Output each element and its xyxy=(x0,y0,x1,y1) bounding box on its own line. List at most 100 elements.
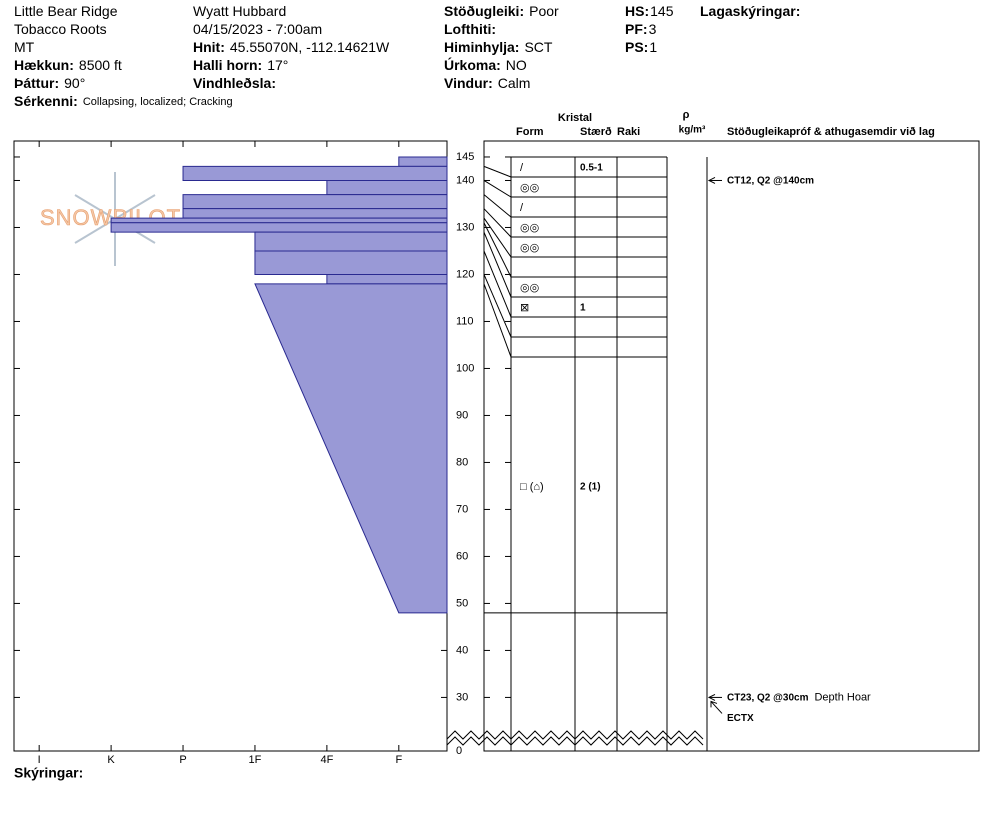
hardness-layer xyxy=(110,222,448,233)
grain-size: 0.5-1 xyxy=(580,163,603,174)
x-tick-label: P xyxy=(179,754,186,766)
grain-form: / xyxy=(520,202,524,214)
layer-connector xyxy=(483,217,512,258)
test-comment: Depth Hoar xyxy=(814,691,871,703)
grain-form: ◎◎ xyxy=(520,222,539,234)
hardness-layer xyxy=(398,156,448,167)
hardness-layer xyxy=(254,283,448,614)
header-field: Tobacco Roots xyxy=(14,21,107,37)
header-field: Little Bear Ridge xyxy=(14,3,118,19)
field-value: 17° xyxy=(267,57,288,73)
layer-connector xyxy=(483,274,512,338)
grain-form: / xyxy=(520,162,524,174)
hardness-layer xyxy=(182,194,448,210)
x-tick-label: 1F xyxy=(249,754,262,766)
field-label: PS: xyxy=(625,39,648,55)
y-tick-label: 80 xyxy=(456,456,468,468)
header-field: HS:145 xyxy=(625,3,674,19)
field-value: Wyatt Hubbard xyxy=(193,3,286,19)
field-label: Vindur: xyxy=(444,75,493,91)
y-tick-label: 100 xyxy=(456,362,474,374)
header-field: 04/15/2023 - 7:00am xyxy=(193,21,322,37)
column-header: Kristal xyxy=(558,112,592,124)
field-value: Collapsing, localized; Cracking xyxy=(83,96,233,108)
field-value: 1 xyxy=(649,39,657,55)
y-tick-label: 40 xyxy=(456,644,468,656)
hardness-layer xyxy=(110,217,448,224)
y-tick-label: 145 xyxy=(456,151,474,163)
x-tick-label: K xyxy=(107,754,115,766)
header-field: MT xyxy=(14,39,35,55)
y-tick-label: 60 xyxy=(456,550,468,562)
y-tick-label: 110 xyxy=(456,315,474,327)
y-tick-label: 70 xyxy=(456,503,468,515)
hardness-layer xyxy=(326,273,448,285)
hardness-layer xyxy=(182,208,448,219)
layer-connector xyxy=(483,208,512,238)
column-header: Form xyxy=(516,126,544,138)
header-field: PS:1 xyxy=(625,39,657,55)
axis-break xyxy=(446,736,704,746)
header-field: Þáttur: 90° xyxy=(14,75,85,91)
header-field: Stöðugleiki: Poor xyxy=(444,3,559,19)
field-label: Sérkenni: xyxy=(14,93,78,109)
field-label: Hækkun: xyxy=(14,57,74,73)
grain-size: 2 (1) xyxy=(580,482,601,493)
header-field: Úrkoma: NO xyxy=(444,56,527,73)
field-label: Þáttur: xyxy=(14,75,59,91)
header-field: Lagaskýringar: xyxy=(700,3,800,19)
arrow-head xyxy=(707,693,716,701)
arrow-head xyxy=(710,700,718,708)
grain-form: ◎◎ xyxy=(520,242,539,254)
table-frame xyxy=(483,140,980,752)
field-value: Little Bear Ridge xyxy=(14,3,118,19)
y-tick-label: 130 xyxy=(456,221,474,233)
field-value: SCT xyxy=(524,39,552,55)
test-code: CT23, Q2 @30cm xyxy=(727,692,809,703)
y-tick-label: 0 xyxy=(456,745,462,757)
y-tick-label: 50 xyxy=(456,597,468,609)
hardness-layer xyxy=(254,231,448,252)
column-header: Stærð xyxy=(580,126,612,138)
x-tick-label: F xyxy=(395,754,402,766)
header-field: Hnit: 45.55070N, -112.14621W xyxy=(193,39,390,55)
field-value: 3 xyxy=(649,21,657,37)
header-field: Vindhleðsla: xyxy=(193,75,276,91)
y-tick-label: 120 xyxy=(456,268,474,280)
field-value: 8500 ft xyxy=(79,57,122,73)
grain-form: ◎◎ xyxy=(520,182,539,194)
grain-form: □ (⌂) xyxy=(520,481,544,493)
footer-label: Skýringar: xyxy=(14,765,83,781)
layer-connector xyxy=(483,165,512,178)
test-arrow xyxy=(710,701,723,714)
arrow-head xyxy=(707,177,716,184)
test-code: CT12, Q2 @140cm xyxy=(727,175,814,186)
header-field: Sérkenni: Collapsing, localized; Cracking xyxy=(14,93,233,109)
field-label: Lofthiti: xyxy=(444,21,496,37)
field-value: MT xyxy=(14,39,35,55)
header-field: Vindur: Calm xyxy=(444,75,530,91)
hardness-layer xyxy=(182,165,448,181)
y-tick-label: 30 xyxy=(456,691,468,703)
field-value: 90° xyxy=(64,75,85,91)
header-field: Hækkun: 8500 ft xyxy=(14,57,122,73)
test-extra: ECTX xyxy=(727,713,754,724)
layer-connector xyxy=(483,180,512,198)
x-tick-label: 4F xyxy=(320,754,333,766)
field-value: 04/15/2023 - 7:00am xyxy=(193,21,322,37)
layer-connector xyxy=(483,222,512,278)
test-result: CT23, Q2 @30cm Depth Hoar xyxy=(727,691,871,703)
header-field: PF:3 xyxy=(625,21,657,37)
y-tick-label: 140 xyxy=(456,174,474,186)
grain-size: 1 xyxy=(580,303,586,314)
grain-form: ◎◎ xyxy=(520,282,539,294)
field-label: Halli horn: xyxy=(193,57,262,73)
column-header: ρ xyxy=(683,109,690,121)
layer-connector xyxy=(483,283,512,358)
field-label: Úrkoma: xyxy=(444,56,501,73)
layer-connector xyxy=(483,194,512,218)
column-header: Stöðugleikapróf & athugasemdir við lag xyxy=(727,126,935,138)
axis-break xyxy=(446,730,704,740)
layer-connector xyxy=(483,250,512,318)
header-field: Halli horn: 17° xyxy=(193,57,288,73)
